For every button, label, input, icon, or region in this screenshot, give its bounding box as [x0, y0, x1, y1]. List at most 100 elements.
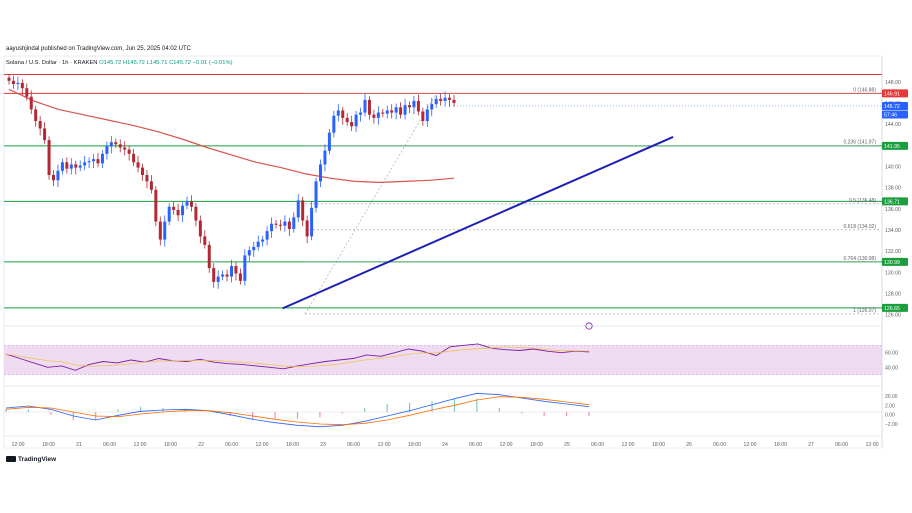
fib-label: 0.5 (136.48) — [849, 198, 876, 204]
time-tick: 18:00 — [286, 442, 299, 448]
macd-histogram-bar — [139, 406, 142, 412]
macd-histogram-bar — [50, 412, 52, 415]
candle-body — [367, 99, 371, 115]
candle-body — [83, 162, 87, 166]
candle-body — [16, 82, 20, 84]
publisher-line: aayushjindal published on TradingView.co… — [6, 46, 192, 52]
candle-body — [69, 164, 73, 169]
fib-label: 0.618 (134.02) — [843, 224, 876, 230]
candle-body — [265, 231, 269, 240]
trendline[interactable] — [282, 135, 674, 310]
tradingview-logo[interactable]: TradingView — [6, 456, 56, 463]
macd-histogram-bar — [498, 408, 500, 412]
rsi-band — [4, 345, 882, 375]
candle-body — [292, 217, 296, 229]
candle-body — [434, 98, 438, 105]
price-badge — [882, 102, 908, 111]
candle-body — [443, 97, 447, 101]
macd-histogram-bar — [409, 402, 411, 412]
candle-body — [132, 153, 136, 163]
macd-histogram-bar — [588, 412, 590, 416]
candle-body — [60, 162, 64, 171]
price-badge-label: 141.95 — [884, 144, 900, 150]
macd-histogram-bar — [565, 412, 568, 416]
replay-icon — [585, 322, 593, 330]
time-tick: 06:00 — [103, 442, 116, 448]
time-tick: 18:00 — [652, 442, 665, 448]
candle-body — [221, 274, 225, 277]
time-axis: 12:00 18:00 21 06:00 12:00 18:00 22 06:00 12:00 1… — [12, 442, 879, 448]
price-tick: 138.00 — [885, 186, 901, 192]
candle-body — [327, 132, 331, 151]
candle-body — [238, 273, 242, 281]
logo-text: TradingView — [18, 456, 57, 463]
price-tick: 130.00 — [885, 270, 901, 276]
candle-body — [43, 128, 47, 141]
candle-body — [278, 224, 282, 226]
macd-histogram-bar — [341, 412, 343, 414]
price-badge-label: 126.65 — [884, 306, 900, 312]
candle-body — [421, 111, 425, 122]
horizontal-levels — [4, 73, 882, 309]
price-tick: 144.00 — [885, 122, 901, 128]
ohlc-values: O145.72 H145.72 L145.71 C145.72 −0.01 (−… — [99, 60, 233, 66]
macd-histogram-bar — [386, 404, 388, 412]
price-badge-label: 145.72 — [884, 104, 900, 110]
macd-histogram-bar — [229, 412, 231, 416]
candle-body — [319, 164, 322, 182]
price-tick: 136.00 — [885, 207, 901, 213]
price-tick: 128.00 — [885, 292, 901, 298]
time-tick: 06:00 — [469, 442, 482, 448]
price-badge-label: 146.91 — [884, 91, 900, 97]
tradingview-logo-icon — [6, 456, 16, 463]
candle-body — [452, 99, 456, 104]
candle-body — [118, 144, 122, 148]
time-tick: 12:00 — [622, 442, 635, 448]
candle-body — [439, 98, 443, 101]
macd-histogram-bar — [319, 412, 321, 418]
macd-line — [5, 392, 590, 428]
candle-body — [100, 153, 104, 164]
candle-body — [314, 181, 318, 208]
macd-tick: 20.00 — [885, 394, 898, 400]
macd-histogram-bar — [252, 412, 254, 419]
ema-200-line — [8, 88, 455, 184]
time-tick: 18:00 — [530, 442, 543, 448]
candle-body — [252, 246, 256, 251]
macd-histogram-bar — [543, 412, 545, 416]
candle-body — [212, 268, 216, 282]
symbol-title[interactable]: Solana / U.S. Dollar · 1h · KRAKEN — [6, 60, 98, 66]
rsi-tick: 40.00 — [885, 365, 898, 371]
candle-body — [114, 142, 118, 145]
candle-body — [109, 142, 113, 147]
candle-body — [283, 221, 287, 226]
candle-body — [74, 164, 78, 168]
candle-body — [399, 107, 403, 115]
candle-body — [172, 206, 176, 210]
trendline-segment — [282, 135, 674, 310]
candle-body — [270, 223, 274, 232]
candle-body — [158, 221, 162, 240]
macd-histogram-bar — [5, 409, 7, 412]
candle-body — [350, 122, 354, 127]
candle-body — [354, 114, 358, 127]
candle-body — [145, 175, 149, 182]
candle-body — [105, 146, 109, 154]
grid — [3, 55, 883, 449]
candle-body — [305, 220, 309, 237]
price-tick: 148.00 — [885, 80, 901, 86]
candle-body — [261, 239, 265, 242]
fib-label: 0.236 (141.97) — [843, 140, 876, 146]
candle-body — [243, 255, 247, 281]
time-tick: 06:00 — [225, 442, 238, 448]
time-tick: 18:00 — [42, 442, 55, 448]
candle-body — [390, 110, 394, 113]
price-tick: 126.00 — [885, 313, 901, 319]
candle-body — [56, 170, 60, 181]
candle-body — [189, 201, 193, 207]
candle-body — [363, 99, 367, 113]
price-badge — [882, 257, 908, 266]
time-tick: 12:00 — [866, 442, 879, 448]
